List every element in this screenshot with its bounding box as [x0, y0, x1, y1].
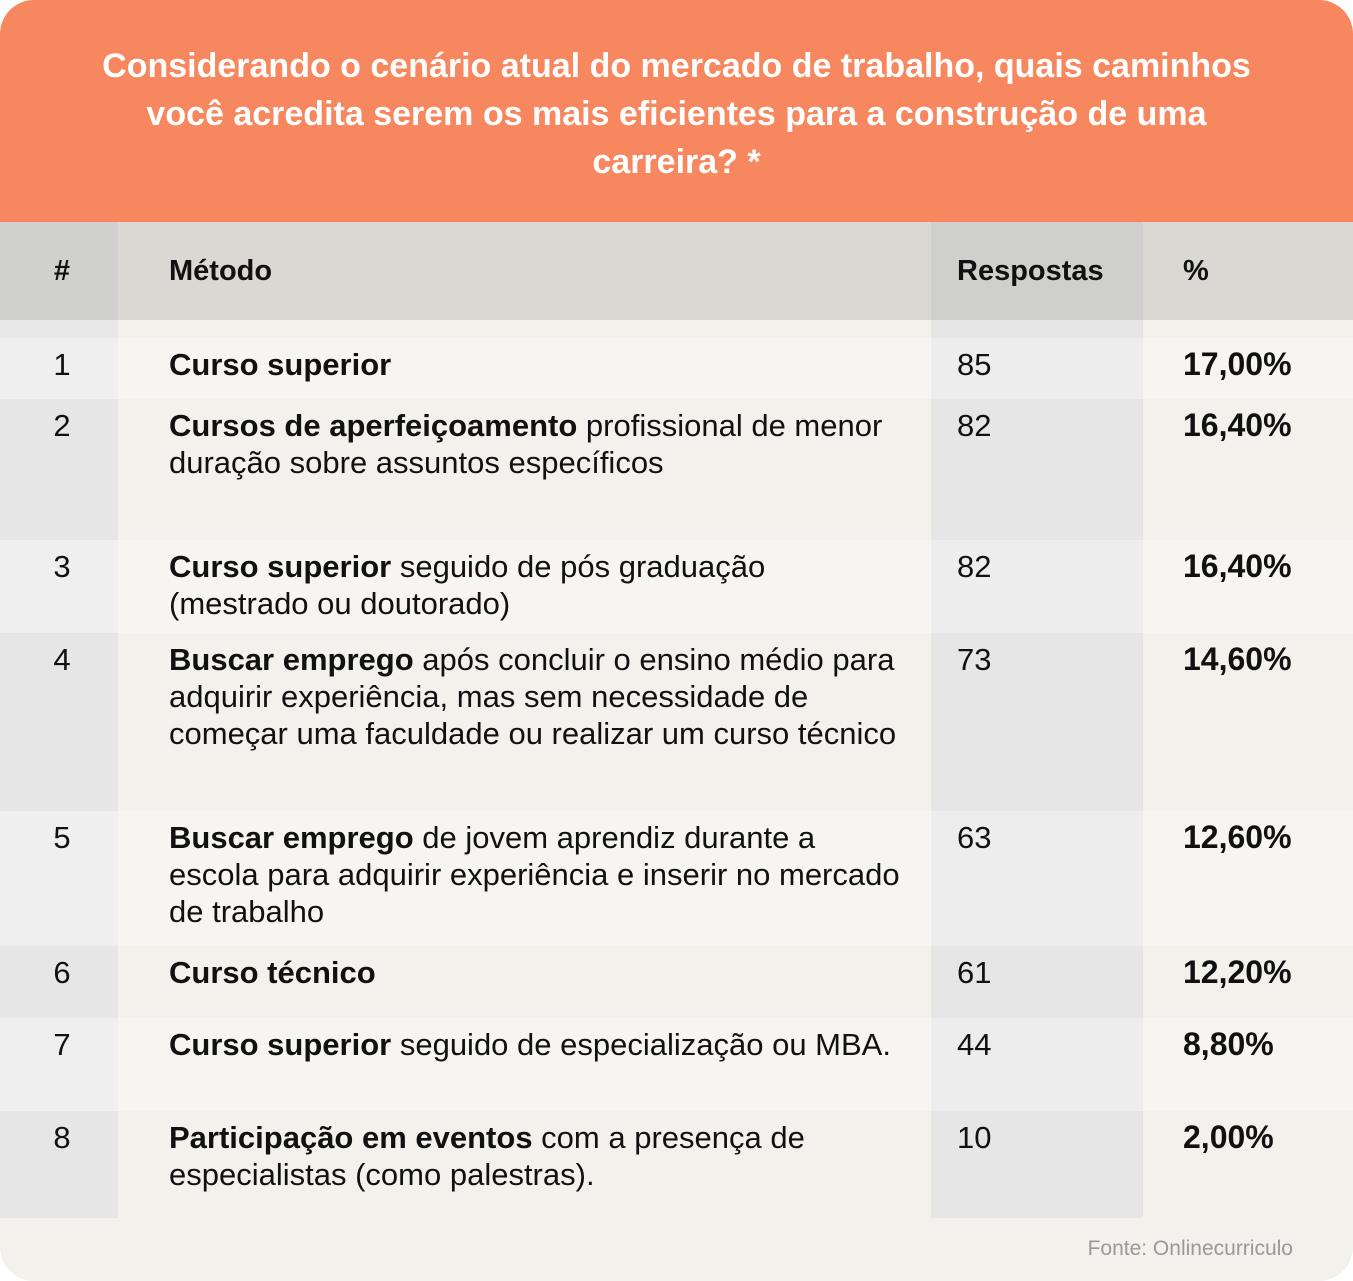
row-responses: 82: [931, 540, 1143, 633]
table-row: 4 Buscar emprego após concluir o ensino m…: [0, 633, 1353, 811]
row-method: Curso superior: [118, 338, 931, 399]
row-responses: 63: [931, 811, 1143, 946]
row-method: Curso técnico: [118, 946, 931, 1018]
row-responses: 10: [931, 1111, 1143, 1218]
table-row: 5 Buscar emprego de jovem aprendiz durant…: [0, 811, 1353, 946]
table-row: 6 Curso técnico 61 12,20%: [0, 946, 1353, 1018]
table-row: 7 Curso superior seguido de especializaçã…: [0, 1018, 1353, 1111]
row-responses: 44: [931, 1018, 1143, 1111]
row-percent: 16,40%: [1183, 548, 1292, 584]
header-gap: [0, 320, 1353, 338]
row-number: 3: [0, 540, 118, 633]
header-method: Método: [169, 254, 273, 287]
method-highlight: Curso superior: [169, 1027, 392, 1062]
method-highlight: Buscar emprego: [169, 642, 414, 677]
method-highlight: Curso superior: [169, 549, 392, 584]
row-number: 7: [0, 1018, 118, 1111]
row-method: Curso superior seguido de especialização…: [118, 1018, 931, 1111]
method-detail: seguido de pós graduação (mestrado ou do…: [169, 549, 766, 621]
row-percent: 2,00%: [1183, 1119, 1274, 1155]
method-highlight: Cursos de aperfeiçoamento: [169, 408, 578, 443]
row-number: 1: [0, 338, 118, 399]
row-number: 6: [0, 946, 118, 1018]
row-percent: 12,60%: [1183, 819, 1292, 855]
row-percent: 17,00%: [1183, 346, 1292, 382]
row-percent: 8,80%: [1183, 1026, 1274, 1062]
row-method: Buscar emprego de jovem aprendiz durante…: [118, 811, 931, 946]
method-detail: profissional de menor duração sobre assu…: [169, 408, 883, 480]
row-method: Curso superior seguido de pós graduação …: [118, 540, 931, 633]
method-highlight: Participação em eventos: [169, 1120, 533, 1155]
row-number: 2: [0, 399, 118, 540]
header-percent: %: [1183, 254, 1209, 287]
source-note: Fonte: Onlinecurriculo: [1087, 1237, 1293, 1260]
row-method: Buscar emprego após concluir o ensino mé…: [118, 633, 931, 811]
header-responses: Respostas: [931, 222, 1143, 320]
row-number: 8: [0, 1111, 118, 1218]
method-highlight: Buscar emprego: [169, 820, 414, 855]
method-detail: com a presença de especialistas (como pa…: [169, 1120, 805, 1192]
table-row: 2 Cursos de aperfeiçoamento profissional …: [0, 399, 1353, 540]
row-percent: 12,20%: [1183, 954, 1292, 990]
row-responses: 85: [931, 338, 1143, 399]
table-body: 1 Curso superior 85 17,00% 2 Cursos de aperfe…: [0, 338, 1353, 1218]
row-method: Participação em eventos com a presença d…: [118, 1111, 931, 1218]
row-number: 5: [0, 811, 118, 946]
method-highlight: Curso técnico: [169, 955, 376, 990]
table-row: 1 Curso superior 85 17,00%: [0, 338, 1353, 399]
row-percent: 16,40%: [1183, 407, 1292, 443]
method-detail: de jovem aprendiz durante a escola para …: [169, 820, 900, 929]
method-detail: após concluir o ensino médio para adquir…: [169, 642, 897, 751]
chart-title: Considerando o cenário atual do mercado …: [0, 0, 1353, 222]
row-percent: 14,60%: [1183, 641, 1292, 677]
header-number: #: [0, 222, 118, 320]
row-responses: 82: [931, 399, 1143, 540]
row-number: 4: [0, 633, 118, 811]
row-method: Cursos de aperfeiçoamento profissional d…: [118, 399, 931, 540]
table-row: 8 Participação em eventos com a presença …: [0, 1111, 1353, 1218]
row-responses: 73: [931, 633, 1143, 811]
table-row: 3 Curso superior seguido de pós graduação…: [0, 540, 1353, 633]
method-highlight: Curso superior: [169, 347, 392, 382]
row-responses: 61: [931, 946, 1143, 1018]
method-detail: seguido de especialização ou MBA.: [391, 1027, 891, 1062]
table-header: # Método Respostas %: [0, 222, 1353, 320]
